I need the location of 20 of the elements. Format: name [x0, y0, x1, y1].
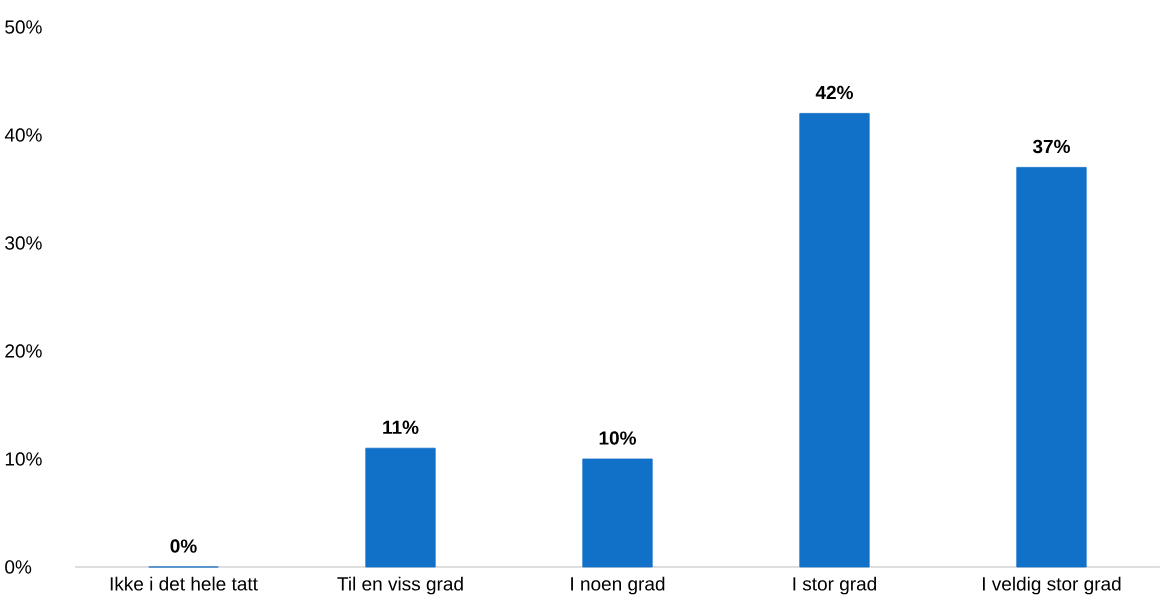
- y-tick-label: 40%: [4, 128, 42, 142]
- x-tick-label: Ikke i det hele tatt: [110, 576, 258, 591]
- y-tick-label: 0%: [5, 560, 32, 574]
- y-tick-label: 10%: [5, 452, 42, 466]
- y-tick-label: 30%: [5, 236, 42, 250]
- data-label: 11%: [383, 420, 419, 434]
- x-tick-label: I noen grad: [571, 576, 665, 595]
- y-tick-label: 20%: [5, 344, 42, 358]
- data-label: 10%: [599, 431, 636, 445]
- data-label: 42%: [815, 85, 853, 100]
- x-tick-label: I stor grad: [793, 576, 876, 595]
- bar: [1016, 166, 1087, 568]
- y-tick-label: 50%: [5, 20, 42, 34]
- bar: [365, 447, 436, 568]
- data-label: 0%: [170, 539, 197, 553]
- data-label: 37%: [1032, 139, 1070, 154]
- x-tick-label: Til en viss grad: [337, 576, 463, 595]
- bar: [582, 458, 653, 568]
- x-tick-label: I veldig stor grad: [983, 576, 1121, 595]
- bar: [799, 113, 870, 568]
